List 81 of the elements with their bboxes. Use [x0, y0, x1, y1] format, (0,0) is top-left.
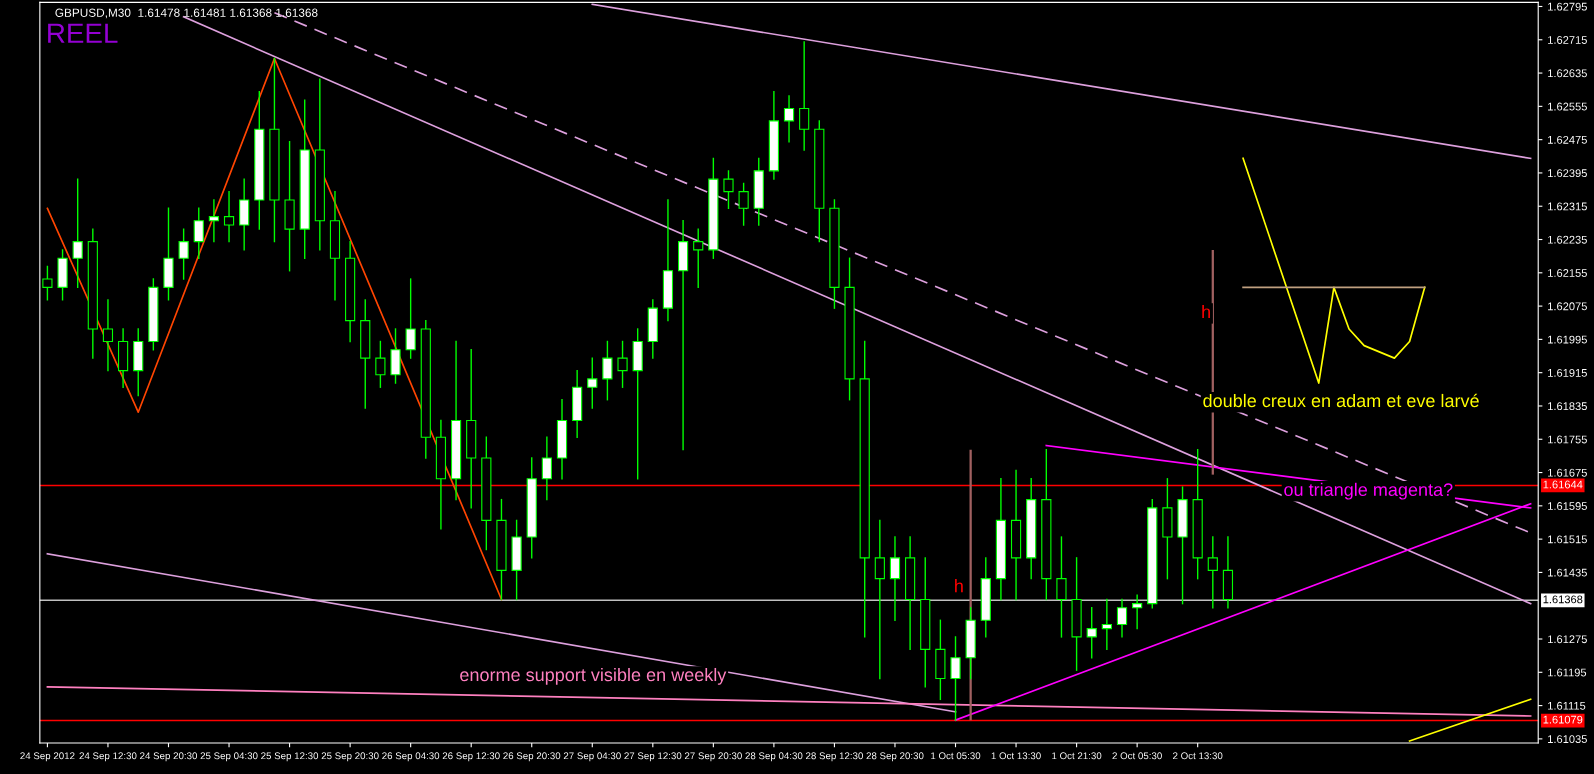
y-tick-label: 1.62155: [1548, 269, 1587, 277]
y-tick-label: 1.61835: [1548, 402, 1587, 411]
candlestick: [587, 357, 598, 409]
y-tick-label: 1.61435: [1548, 568, 1587, 577]
ref-line-label: 1.61368: [1543, 595, 1583, 604]
y-tick-label: 1.61035: [1548, 735, 1587, 744]
x-tick-label: 26 Sep 12:30: [442, 752, 500, 762]
y-tick-label: 1.62795: [1548, 2, 1587, 11]
candlestick: [102, 299, 114, 372]
y-tick-label: 1.61195: [1548, 668, 1587, 677]
annotation: enorme support visible en weekly: [460, 667, 727, 685]
candlestick: [1207, 536, 1218, 609]
x-tick-label: 27 Sep 20:30: [684, 752, 742, 762]
annotation: ou triangle magenta?: [1284, 482, 1453, 500]
x-tick-label: 1 Oct 13:30: [991, 752, 1041, 760]
x-tick-label: 28 Sep 20:30: [866, 752, 924, 762]
candlestick: [223, 190, 235, 243]
candlestick: [1101, 598, 1112, 651]
x-tick-label: 26 Sep 20:30: [503, 752, 561, 762]
x-tick-label: 1 Oct 21:30: [1052, 752, 1102, 760]
ref-line-label: 1.61079: [1543, 715, 1583, 724]
x-tick-label: 25 Sep 12:30: [261, 752, 319, 762]
y-tick-label: 1.62395: [1548, 169, 1587, 178]
x-tick-label: 27 Sep 12:30: [624, 752, 682, 762]
candlestick: [1132, 594, 1143, 630]
y-tick-label: 1.62075: [1548, 302, 1587, 311]
candlestick: [375, 340, 386, 388]
x-tick-label: 25 Sep 04:30: [200, 752, 258, 762]
candlestick: [541, 436, 552, 501]
y-tick-label: 1.61595: [1548, 502, 1587, 510]
candlestick: [950, 636, 961, 721]
x-tick-label: 24 Sep 12:30: [79, 752, 137, 762]
y-tick-label: 1.61995: [1548, 335, 1587, 344]
line-series: [46, 57, 503, 601]
candlestick: [42, 265, 53, 301]
candlestick: [1086, 607, 1097, 659]
x-tick-label: 26 Sep 04:30: [382, 752, 440, 762]
chart-title: GBPUSD,M30 1.61478 1.61481 1.61368 1.61368: [55, 8, 318, 19]
annotation: double creux en adam et eve larvé: [1203, 393, 1479, 408]
candlestick: [617, 340, 628, 388]
y-tick-label: 1.61675: [1548, 468, 1587, 477]
candlestick: [889, 536, 901, 621]
candlestick: [602, 340, 613, 401]
candlestick: [1056, 536, 1067, 638]
candlestick: [178, 228, 189, 280]
candlestick: [405, 278, 416, 359]
x-tick-label: 1 Oct 05:30: [931, 752, 981, 760]
x-tick-label: 24 Sep 20:30: [140, 752, 198, 762]
candlestick: [874, 519, 885, 680]
y-tick-label: 1.62235: [1548, 235, 1587, 244]
x-tick-label: 24 Sep 2012: [20, 752, 75, 762]
candlestick: [72, 178, 83, 289]
candlestick: [193, 207, 204, 259]
y-tick-label: 1.62715: [1548, 36, 1587, 44]
y-tick-label: 1.62555: [1548, 102, 1587, 111]
x-tick-label: 2 Oct 05:30: [1112, 752, 1162, 760]
candlestick: [1116, 598, 1128, 638]
annotation: REEL: [48, 23, 118, 43]
y-tick-label: 1.61915: [1548, 368, 1587, 377]
ref-line-label: 1.61644: [1543, 480, 1583, 489]
y-tick-label: 1.62475: [1548, 135, 1587, 144]
y-tick-label: 1.61515: [1548, 535, 1587, 544]
y-tick-label: 1.61755: [1548, 435, 1587, 444]
line-series: [1242, 157, 1426, 384]
x-tick-label: 27 Sep 04:30: [563, 752, 621, 762]
x-tick-label: 28 Sep 04:30: [745, 752, 803, 762]
candlestick: [723, 170, 734, 210]
candlestick: [693, 228, 704, 289]
annotation: h: [955, 579, 963, 593]
y-tick-label: 1.62635: [1548, 69, 1587, 78]
x-tick-label: 28 Sep 12:30: [806, 752, 863, 762]
x-tick-label: 2 Oct 13:30: [1173, 752, 1223, 760]
candlestick: [799, 41, 810, 151]
y-tick-label: 1.61275: [1548, 635, 1587, 644]
candlestick: [208, 199, 219, 243]
y-tick-label: 1.62315: [1548, 202, 1587, 211]
x-tick-label: 25 Sep 20:30: [321, 752, 379, 762]
y-tick-label: 1.61115: [1548, 701, 1586, 710]
candlestick: [783, 95, 795, 143]
annotation: h: [1202, 305, 1210, 319]
candlestick: [738, 182, 749, 226]
